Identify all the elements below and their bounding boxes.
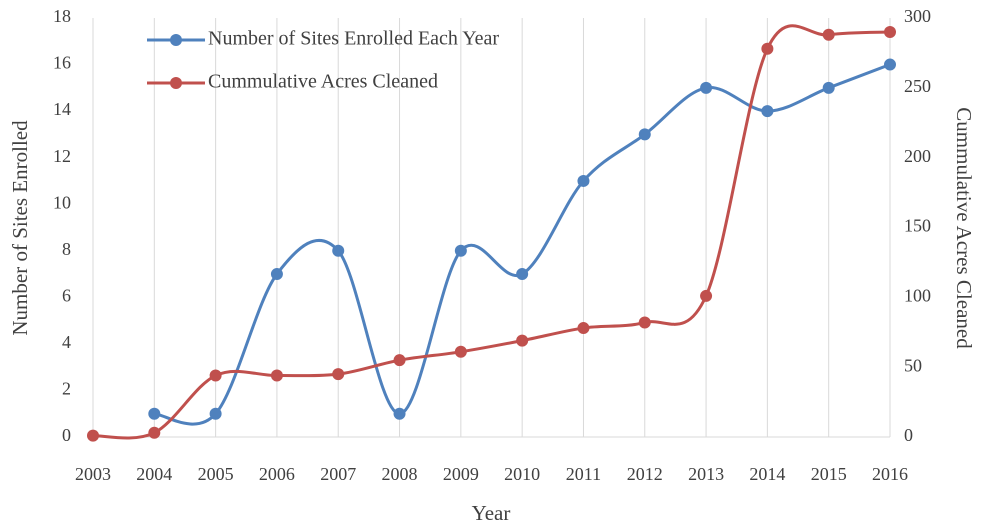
y-tick-label: 10 xyxy=(53,192,71,212)
x-tick-label: 2010 xyxy=(504,464,540,484)
x-tick-label: 2014 xyxy=(749,464,785,484)
data-point xyxy=(454,345,467,358)
data-point xyxy=(884,58,896,71)
y-tick-label: 0 xyxy=(62,425,71,445)
y2-tick-label: 250 xyxy=(904,76,931,96)
x-tick-label: 2004 xyxy=(136,464,172,484)
legend-marker xyxy=(170,34,182,46)
data-point xyxy=(516,268,529,281)
y-tick-label: 8 xyxy=(62,239,71,259)
y-axis-title: Number of Sites Enrolled xyxy=(8,120,32,336)
data-point xyxy=(577,322,590,335)
y2-tick-label: 0 xyxy=(904,425,913,445)
data-point xyxy=(761,42,774,55)
x-tick-label: 2005 xyxy=(198,464,234,484)
data-point xyxy=(638,128,651,141)
y2-tick-label: 150 xyxy=(904,216,931,236)
data-point xyxy=(761,105,774,118)
data-point xyxy=(148,407,161,420)
data-point xyxy=(332,244,345,257)
y2-axis-title: Cummulative Acres Cleaned xyxy=(952,107,976,349)
data-point xyxy=(209,407,222,420)
x-tick-label: 2013 xyxy=(688,464,724,484)
data-point xyxy=(700,81,713,94)
x-axis-title: Year xyxy=(472,501,511,525)
data-point xyxy=(577,174,590,187)
data-point xyxy=(148,426,161,439)
x-tick-label: 2008 xyxy=(382,464,418,484)
legend-text: Number of Sites Enrolled Each Year xyxy=(208,28,499,50)
y2-tick-label: 200 xyxy=(904,146,931,166)
legend-marker xyxy=(170,77,182,89)
x-tick-label: 2006 xyxy=(259,464,295,484)
x-tick-label: 2015 xyxy=(811,464,847,484)
data-point xyxy=(270,268,283,281)
x-tick-label: 2007 xyxy=(320,464,356,484)
y-tick-label: 4 xyxy=(62,332,71,352)
y-tick-label: 14 xyxy=(53,99,71,119)
data-point xyxy=(270,369,283,382)
x-tick-label: 2003 xyxy=(75,464,111,484)
y2-tick-label: 50 xyxy=(904,355,922,375)
data-point xyxy=(884,25,896,38)
y2-tick-label: 300 xyxy=(904,6,931,26)
data-point xyxy=(87,429,99,442)
x-tick-label: 2012 xyxy=(627,464,663,484)
data-point xyxy=(822,28,835,41)
data-point xyxy=(332,368,345,381)
y-tick-label: 18 xyxy=(53,6,71,26)
x-tick-label: 2009 xyxy=(443,464,479,484)
y-tick-label: 16 xyxy=(53,53,71,73)
y-tick-label: 2 xyxy=(62,379,71,399)
data-point xyxy=(700,289,713,302)
data-point xyxy=(454,244,467,257)
y2-tick-label: 100 xyxy=(904,285,931,305)
x-tick-label: 2011 xyxy=(566,464,601,484)
data-point xyxy=(209,369,222,382)
x-tick-label: 2016 xyxy=(872,464,908,484)
legend-text: Cummulative Acres Cleaned xyxy=(208,71,438,93)
y-tick-label: 12 xyxy=(53,146,71,166)
y-tick-label: 6 xyxy=(62,285,71,305)
data-point xyxy=(638,316,651,329)
data-point xyxy=(393,407,406,420)
data-point xyxy=(393,354,406,367)
data-point xyxy=(516,334,529,347)
data-point xyxy=(822,81,835,94)
